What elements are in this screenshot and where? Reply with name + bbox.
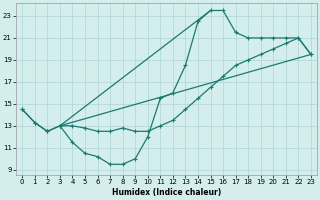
X-axis label: Humidex (Indice chaleur): Humidex (Indice chaleur) [112,188,221,197]
